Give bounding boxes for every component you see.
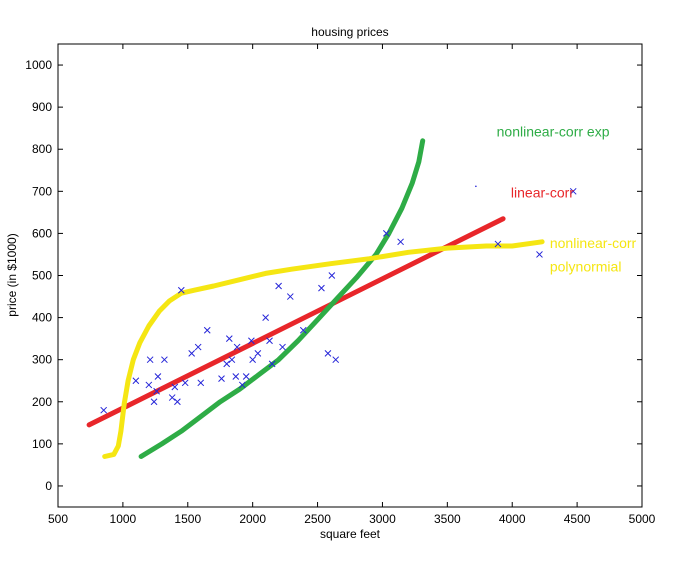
y-tick-label: 0 <box>45 479 52 493</box>
data-point <box>188 350 196 357</box>
data-point <box>174 398 181 406</box>
series-line-linear-corr <box>86 216 506 428</box>
data-point <box>242 373 250 380</box>
data-point <box>197 379 205 387</box>
data-point <box>177 286 185 294</box>
data-point <box>248 337 255 345</box>
data-point <box>286 293 294 300</box>
annotation-label: nonlinear-corr exp <box>497 124 610 140</box>
data-point <box>324 350 332 357</box>
series-line-nonlinear-corr-polynormial <box>102 239 545 459</box>
x-tick-label: 500 <box>48 512 68 526</box>
data-point <box>332 356 340 364</box>
data-point <box>100 406 108 414</box>
data-point <box>223 360 231 368</box>
data-point <box>233 343 241 351</box>
x-tick-label: 1500 <box>174 512 201 526</box>
plot-area: 500 1000 1500 2000 2500 3000 3500 4000 4500 5000 0… <box>25 43 656 526</box>
data-point <box>225 335 233 342</box>
data-point <box>266 337 273 345</box>
data-point <box>194 343 202 351</box>
data-point <box>397 238 404 246</box>
data-point <box>382 230 390 237</box>
stray-dot <box>475 185 477 188</box>
data-point <box>249 356 257 364</box>
data-point <box>494 240 502 248</box>
x-tick-label: 4500 <box>564 512 591 526</box>
data-point <box>238 381 246 389</box>
y-tick-label: 1000 <box>25 58 52 72</box>
y-tick-label: 800 <box>32 142 52 156</box>
x-tick-label: 2500 <box>304 512 331 526</box>
x-tick-label: 3000 <box>369 512 396 526</box>
data-point <box>275 282 282 290</box>
y-tick-label: 500 <box>32 269 52 283</box>
data-point <box>168 394 176 401</box>
y-tick-label: 200 <box>32 395 52 409</box>
data-point <box>328 272 336 279</box>
data-point <box>153 387 160 395</box>
data-point <box>536 251 543 258</box>
x-axis-label: square feet <box>320 527 381 541</box>
x-tick-label: 2000 <box>239 512 266 526</box>
x-tick-label: 4000 <box>499 512 526 526</box>
x-tick-label: 5000 <box>629 512 656 526</box>
y-tick-label: 400 <box>32 311 52 325</box>
data-point <box>154 373 162 380</box>
y-axis-label: price (in $1000) <box>5 233 19 316</box>
data-point <box>268 360 276 368</box>
data-point <box>232 373 240 380</box>
data-point <box>132 377 140 385</box>
data-point <box>254 350 262 357</box>
y-tick-label: 600 <box>32 226 52 240</box>
x-tick-label: 3500 <box>434 512 461 526</box>
y-tick-label: 700 <box>32 184 52 198</box>
annotation-label: linear-corr <box>511 185 574 201</box>
data-point <box>569 187 577 195</box>
data-point <box>171 383 179 391</box>
data-point <box>161 356 168 364</box>
data-point <box>228 356 236 364</box>
data-point <box>299 326 307 334</box>
data-point <box>203 326 211 334</box>
data-point <box>279 343 286 351</box>
data-point <box>218 375 225 382</box>
data-point <box>150 398 158 406</box>
annotation-label: polynormial <box>550 258 622 274</box>
data-point <box>181 379 189 387</box>
chart-title: housing prices <box>311 25 388 39</box>
y-tick-label: 900 <box>32 100 52 114</box>
data-point <box>318 284 325 292</box>
data-point <box>262 314 269 321</box>
y-tick-label: 300 <box>32 353 52 367</box>
data-point <box>146 356 154 364</box>
annotation-label: nonlinear-corr <box>550 235 637 251</box>
x-tick-label: 1000 <box>110 512 137 526</box>
y-tick-label: 100 <box>32 437 52 451</box>
data-point <box>145 381 153 389</box>
series-line-nonlinear-corr-exp <box>138 138 426 459</box>
